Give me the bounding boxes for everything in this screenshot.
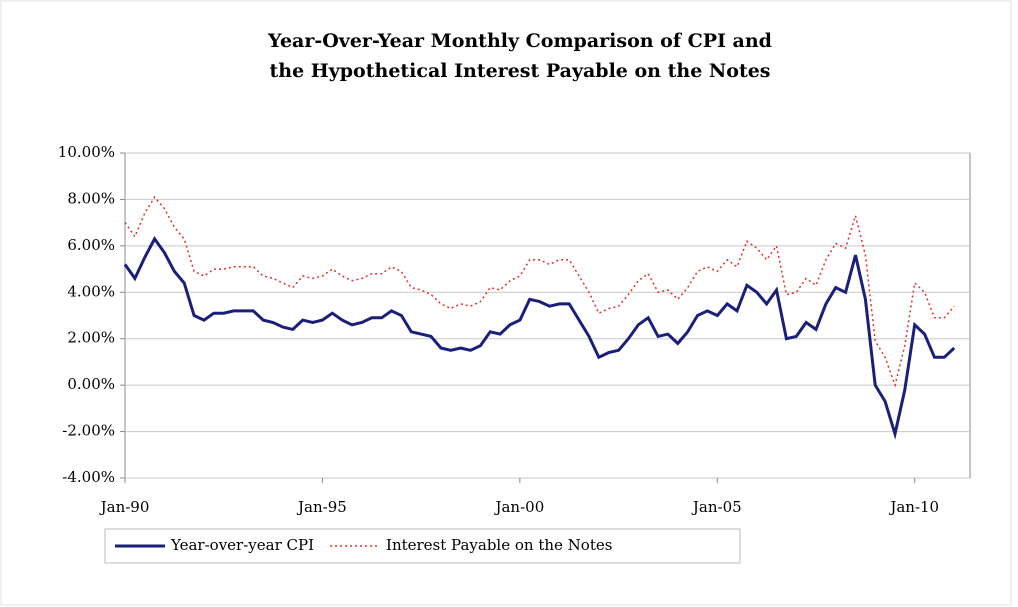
y-tick-label: 10.00% (58, 143, 115, 161)
plot-area (124, 152, 971, 479)
x-tick-label: Jan-00 (493, 498, 544, 516)
x-tick-label: Jan-05 (691, 498, 742, 516)
chart-title: Year-Over-Year Monthly Comparison of CPI… (267, 30, 772, 52)
legend (104, 528, 741, 564)
y-tick-label: 6.00% (67, 236, 115, 254)
y-tick-label: 2.00% (67, 329, 115, 347)
x-tick-label: Jan-95 (296, 498, 347, 516)
legend-label: Year-over-year CPI (170, 536, 314, 554)
y-tick-label: 0.00% (67, 375, 115, 393)
x-tick-label: Jan-90 (99, 498, 150, 516)
chart-title: the Hypothetical Interest Payable on the… (269, 60, 770, 82)
y-tick-label: -4.00% (62, 468, 115, 486)
y-tick-label: 8.00% (67, 189, 115, 207)
series-line (123, 236, 956, 440)
y-tick-label: -2.00% (62, 422, 115, 440)
y-tick-label: 4.00% (67, 282, 115, 300)
series-line (124, 195, 955, 388)
legend-label: Interest Payable on the Notes (386, 536, 612, 554)
x-tick-label: Jan-10 (888, 498, 939, 516)
